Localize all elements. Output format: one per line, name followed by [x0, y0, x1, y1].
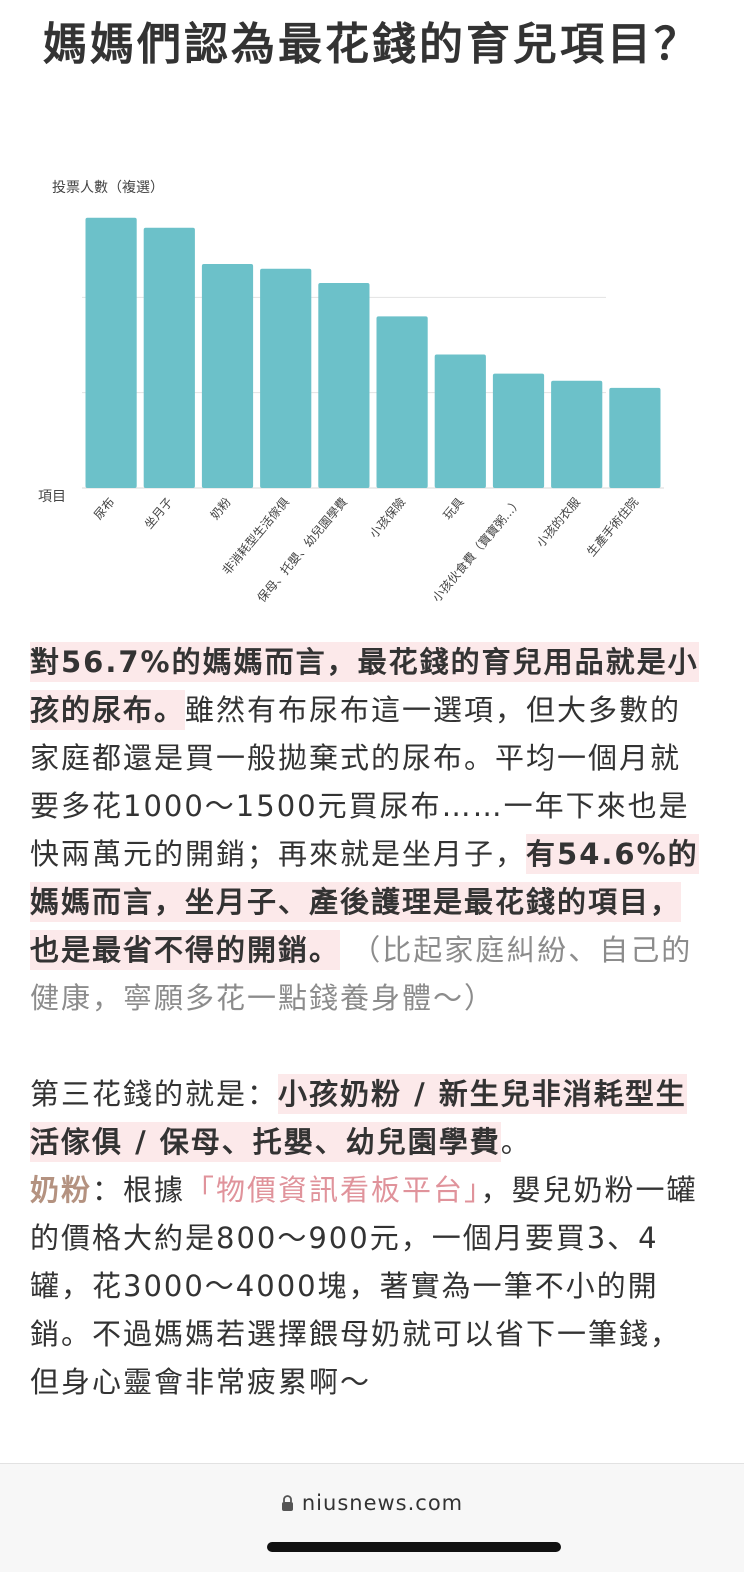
bar-3 [260, 268, 312, 488]
bar-9 [609, 387, 661, 488]
url-text: niusnews.com [301, 1491, 464, 1515]
text-period: 。 [500, 1125, 532, 1159]
paragraph-diapers: 對56.7%的媽媽而言，最花錢的育兒用品就是小孩的尿布。雖然有布尿布這一選項，但… [30, 638, 710, 1022]
text-milk-powder: ，嬰兒奶粉一罐的價格大約是800～900元，一個月要買3、4罐，花3000～40… [30, 1173, 698, 1399]
tick-label-9: 生產手術住院 [583, 494, 641, 559]
article-body: 對56.7%的媽媽而言，最花錢的育兒用品就是小孩的尿布。雖然有布尿布這一選項，但… [30, 638, 710, 1406]
page-title: 媽媽們認為最花錢的育兒項目？ [43, 19, 701, 70]
bar-0 [85, 217, 137, 488]
bar-2 [201, 264, 254, 488]
bar-1 [143, 227, 195, 488]
address-bar[interactable]: niusnews.com [0, 1491, 744, 1517]
text-third-intro: 第三花錢的就是： [30, 1077, 279, 1111]
tick-label-2: 奶粉 [208, 495, 234, 522]
paragraph-third: 第三花錢的就是：小孩奶粉 / 新生兒非消耗型生活傢俱 / 保母、托嬰、幼兒園學費… [30, 1070, 710, 1406]
label-milk-powder: 奶粉 [30, 1173, 93, 1207]
browser-bottom-bar: niusnews.com [0, 1463, 744, 1572]
tick-label-8: 小孩的衣服 [533, 494, 583, 550]
tick-label-5: 小孩保險 [366, 494, 408, 540]
tick-label-6: 玩具 [440, 495, 466, 522]
bar-8 [551, 380, 603, 489]
x-axis-label: 項目 [38, 489, 66, 505]
aside-note: （比起家庭糾紛、自己的健康，寧願多花一點錢養身體～） [30, 933, 693, 1015]
chart-bars [85, 217, 661, 489]
bar-5 [376, 316, 428, 488]
price-platform-link[interactable]: 「物價資訊看板平台」 [185, 1173, 481, 1207]
bar-7 [492, 373, 545, 488]
text-diapers: 雖然有布尿布這一選項，但大多數的家庭都還是買一般拋棄式的尿布。平均一個月就要多花… [30, 693, 690, 871]
tick-label-1: 坐月子 [142, 495, 176, 532]
y-axis-label: 投票人數（複選） [52, 179, 164, 196]
bar-4 [318, 283, 370, 488]
tick-label-0: 尿布 [91, 495, 117, 522]
bar-6 [434, 354, 486, 488]
home-indicator[interactable] [267, 1542, 561, 1552]
text-according: ：根據 [92, 1173, 186, 1207]
lock-icon [281, 1493, 294, 1517]
